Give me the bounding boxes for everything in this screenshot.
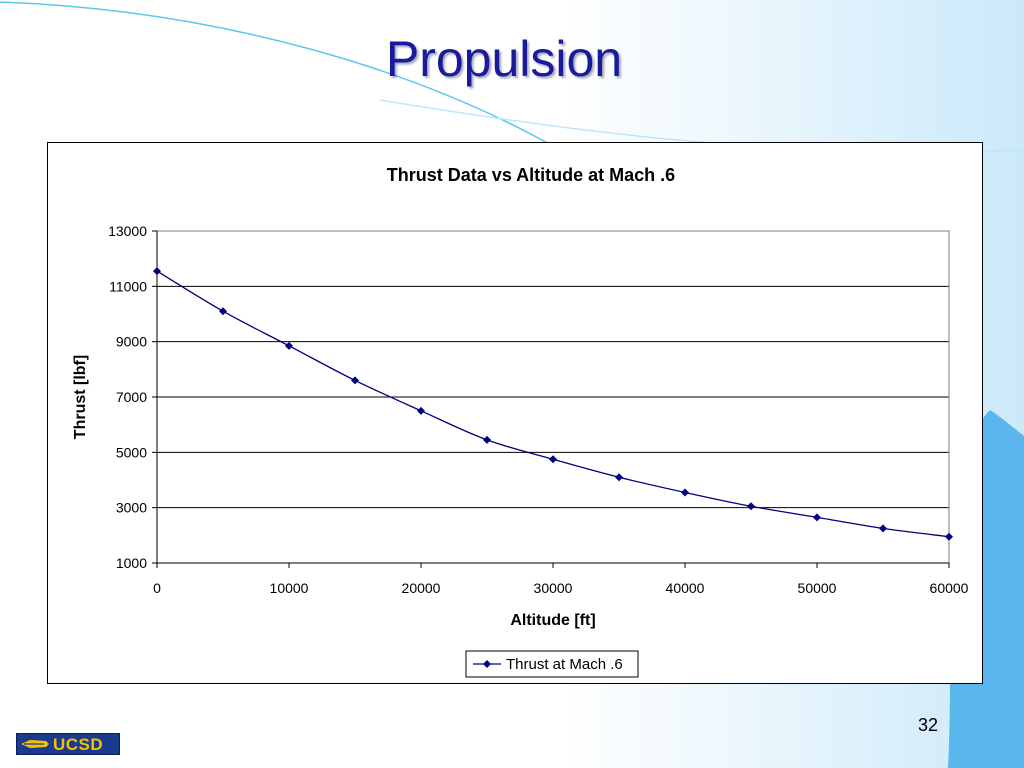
data-point-marker [813, 513, 821, 522]
x-tick-label: 30000 [534, 580, 573, 596]
series-markers [153, 267, 953, 541]
data-point-marker [351, 376, 359, 385]
data-point-marker [681, 488, 689, 497]
x-tick-label: 20000 [402, 580, 441, 596]
y-tick-label: 3000 [116, 500, 147, 516]
data-point-marker [945, 532, 953, 541]
y-tick-label: 11000 [109, 278, 147, 294]
slide-title: Propulsion [385, 31, 623, 87]
data-point-marker [879, 524, 887, 533]
y-tick-label: 7000 [116, 389, 147, 405]
x-tick-label: 50000 [798, 580, 837, 596]
data-point-marker [483, 435, 491, 444]
logo-text: UCSD [53, 735, 104, 754]
chart-title: Thrust Data vs Altitude at Mach .6 [387, 165, 675, 185]
legend-diamond-icon [483, 660, 491, 668]
legend-entry-label: Thrust at Mach .6 [506, 656, 623, 673]
triton-icon [21, 740, 49, 748]
x-tick-label: 60000 [930, 580, 969, 596]
data-point-marker [549, 455, 557, 464]
series-line-thrust [156, 270, 950, 538]
y-tick-label: 13000 [108, 223, 147, 239]
grid-lines [157, 285, 949, 509]
chart-area: Thrust Data vs Altitude at Mach .6 13000… [47, 142, 983, 684]
data-point-marker [747, 502, 755, 511]
x-tick-label: 40000 [666, 580, 705, 596]
data-point-marker [615, 473, 623, 482]
legend: Thrust at Mach .6 [465, 650, 639, 678]
data-point-marker [417, 406, 425, 415]
y-axis-label: Thrust [lbf] [72, 355, 89, 439]
data-point-marker [219, 307, 227, 316]
x-tick-label: 0 [153, 580, 161, 596]
data-point-marker [153, 267, 161, 276]
x-axis-ticks: 0 10000 20000 30000 40000 50000 60000 [153, 562, 969, 596]
x-tick-label: 10000 [270, 580, 309, 596]
y-tick-label: 9000 [116, 334, 147, 350]
chart-svg: Thrust Data vs Altitude at Mach .6 13000… [72, 165, 969, 678]
x-axis-label: Altitude [ft] [510, 612, 595, 629]
y-axis-ticks: 13000 11000 9000 7000 5000 3000 1000 [108, 223, 158, 571]
data-point-marker [285, 341, 293, 350]
y-tick-label: 5000 [116, 444, 147, 460]
y-tick-label: 1000 [116, 555, 147, 571]
slide-number: 32 [917, 715, 938, 735]
ucsd-logo: UCSD [16, 733, 120, 755]
